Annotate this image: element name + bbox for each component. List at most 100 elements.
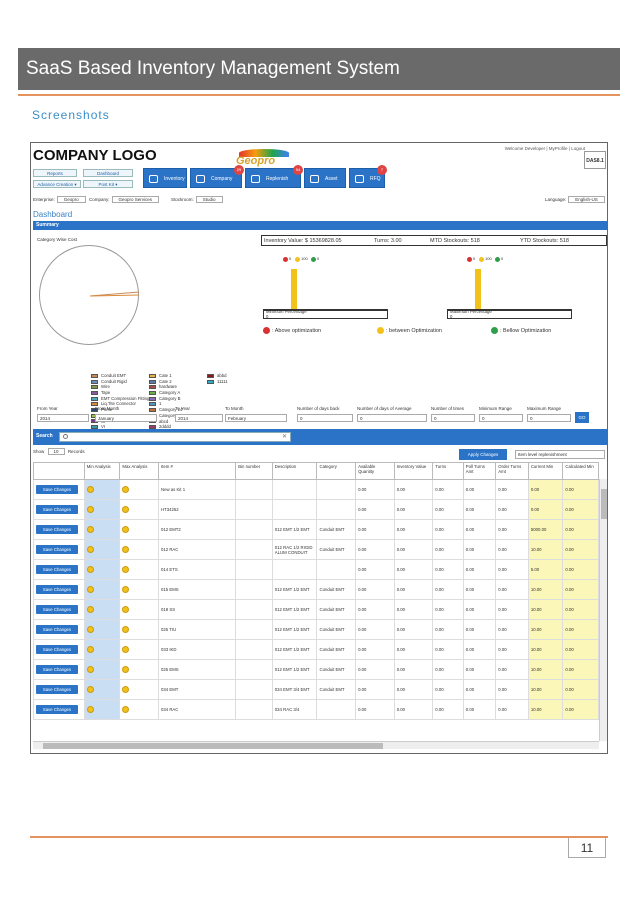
language-select[interactable]: English-US: [568, 196, 605, 203]
cell-calc[interactable]: 0.00: [562, 579, 599, 600]
cell-cmin[interactable]: 0.00: [527, 479, 564, 500]
min-analysis-cell: [83, 619, 121, 640]
column-header[interactable]: Item #: [157, 462, 237, 480]
cell-cmin[interactable]: 5.00: [527, 559, 564, 580]
go-button[interactable]: GO: [575, 412, 589, 423]
cell-cmin[interactable]: 0.00: [527, 499, 564, 520]
save-changes-button[interactable]: Save Changes: [36, 605, 78, 614]
welcome-links[interactable]: Welcome Developer | MyProfile | Logout: [504, 146, 585, 151]
enterprise-selector[interactable]: Enterprise: Geopro: [33, 196, 86, 203]
save-changes-button[interactable]: Save Changes: [36, 565, 78, 574]
days-average-input[interactable]: 0: [357, 414, 427, 422]
cell-poll: 0.00: [462, 659, 497, 680]
tab-inventory[interactable]: Inventory: [143, 168, 187, 188]
tab-replenish[interactable]: Replenish 94: [245, 165, 303, 188]
legend-entry: Cate 1: [149, 373, 186, 379]
cell-calc[interactable]: 0.00: [562, 599, 599, 620]
records-count-select[interactable]: 10: [47, 448, 65, 455]
cell-calc[interactable]: 0.00: [562, 499, 599, 520]
from-year-select[interactable]: 2014: [37, 414, 89, 422]
tab-asset[interactable]: Asset: [304, 168, 346, 188]
cell-cmin[interactable]: 10.00: [527, 699, 564, 720]
column-header[interactable]: Calculated Min: [562, 462, 599, 480]
from-month-select[interactable]: January: [95, 414, 157, 422]
tab-company[interactable]: Company 29: [190, 165, 244, 188]
column-header[interactable]: Max Analysis: [119, 462, 159, 480]
save-changes-button[interactable]: Save Changes: [36, 485, 78, 494]
cell-cmin[interactable]: 10.00: [527, 599, 564, 620]
cell-calc[interactable]: 0.00: [562, 639, 599, 660]
save-changes-button[interactable]: Save Changes: [36, 545, 78, 554]
item-level-select[interactable]: Item level replenishment: [515, 450, 605, 459]
column-header[interactable]: Current Min: [527, 462, 564, 480]
to-year-select[interactable]: 2014: [175, 414, 223, 422]
advance-creation-menu[interactable]: Advance Creation ▾: [33, 180, 81, 188]
scroll-thumb[interactable]: [601, 489, 607, 519]
cell-cmin[interactable]: 10.00: [527, 579, 564, 600]
cell-poll: 0.00: [462, 619, 497, 640]
apply-changes-button[interactable]: Apply Changes: [459, 449, 507, 460]
cell-calc[interactable]: 0.00: [562, 519, 599, 540]
search-input[interactable]: ✕: [59, 432, 291, 442]
company-select[interactable]: Geopro Services: [111, 196, 160, 203]
vertical-scrollbar[interactable]: [599, 479, 607, 741]
save-changes-button[interactable]: Save Changes: [36, 505, 78, 514]
column-header[interactable]: Bin number: [235, 462, 273, 480]
language-selector[interactable]: Language: English-US: [545, 196, 605, 203]
from-month-label: From Month: [95, 406, 120, 411]
save-changes-button[interactable]: Save Changes: [36, 685, 78, 694]
clear-icon[interactable]: ✕: [281, 434, 287, 440]
column-header[interactable]: Category: [316, 462, 357, 480]
post-kit-menu[interactable]: Post Kit ▾: [83, 180, 133, 188]
enterprise-select[interactable]: Geopro: [56, 196, 86, 203]
column-header[interactable]: Available Quantity: [355, 462, 395, 480]
save-changes-button[interactable]: Save Changes: [36, 665, 78, 674]
cell-calc[interactable]: 0.00: [562, 479, 599, 500]
column-header[interactable]: [33, 462, 85, 480]
column-header[interactable]: Poll Turns Amt: [462, 462, 497, 480]
stockroom-select[interactable]: Studio: [195, 196, 223, 203]
cell-cmin[interactable]: 10.00: [527, 659, 564, 680]
cell-calc[interactable]: 0.00: [562, 539, 599, 560]
cell-calc[interactable]: 0.00: [562, 699, 599, 720]
times-input[interactable]: 0: [431, 414, 475, 422]
cell-cat: Conduit EMT: [316, 579, 357, 600]
save-changes-button[interactable]: Save Changes: [36, 625, 78, 634]
cell-calc[interactable]: 0.00: [562, 659, 599, 680]
column-header[interactable]: Inventory Value: [393, 462, 434, 480]
to-month-select[interactable]: February: [225, 414, 287, 422]
cell-calc[interactable]: 0.00: [562, 559, 599, 580]
cell-calc[interactable]: 0.00: [562, 679, 599, 700]
save-cell: Save Changes: [33, 559, 85, 580]
save-changes-button[interactable]: Save Changes: [36, 645, 78, 654]
column-header[interactable]: Min Analysis: [83, 462, 121, 480]
cell-inv: 0.00: [393, 679, 434, 700]
column-header[interactable]: Turns: [432, 462, 464, 480]
cell-cmin[interactable]: 10.00: [527, 619, 564, 640]
column-header[interactable]: Order Turns Amt: [495, 462, 529, 480]
max-range-input[interactable]: 0: [527, 414, 571, 422]
scroll-thumb[interactable]: [43, 743, 383, 749]
tab-rfq[interactable]: RFQ 7: [349, 165, 387, 188]
days-back-input[interactable]: 0: [297, 414, 353, 422]
stockroom-selector[interactable]: Stockroom: Studio: [171, 196, 223, 203]
legend-bellow: : Bellow Optimization: [491, 327, 551, 334]
min-range-input[interactable]: 0: [479, 414, 523, 422]
reports-menu[interactable]: Reports: [33, 169, 77, 177]
cell-avail: 0.00: [355, 619, 395, 640]
yellow-dot-icon: [295, 257, 300, 262]
save-changes-button[interactable]: Save Changes: [36, 705, 78, 714]
save-changes-button[interactable]: Save Changes: [36, 525, 78, 534]
company-selector[interactable]: Company: Geopro Services: [89, 196, 160, 203]
cell-cmin[interactable]: 5000.00: [527, 519, 564, 540]
cell-cmin[interactable]: 10.00: [527, 639, 564, 660]
cell-cmin[interactable]: 10.00: [527, 539, 564, 560]
save-changes-button[interactable]: Save Changes: [36, 585, 78, 594]
horizontal-scrollbar[interactable]: [33, 741, 599, 749]
legend-label: Category B: [159, 395, 181, 401]
cell-calc[interactable]: 0.00: [562, 619, 599, 640]
dashboard-menu[interactable]: Dashboard: [83, 169, 133, 177]
column-header[interactable]: Description: [271, 462, 318, 480]
cell-cmin[interactable]: 10.00: [527, 679, 564, 700]
summary-header[interactable]: Summary: [33, 221, 607, 230]
